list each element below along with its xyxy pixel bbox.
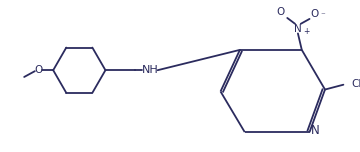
- Text: NH: NH: [141, 65, 158, 75]
- Text: N: N: [294, 24, 302, 34]
- Text: O: O: [310, 9, 319, 19]
- Text: Cl: Cl: [351, 79, 360, 89]
- Text: ⁻: ⁻: [320, 12, 325, 21]
- Text: O: O: [35, 65, 43, 75]
- Text: O: O: [276, 7, 285, 17]
- Text: +: +: [303, 27, 309, 36]
- Text: N: N: [311, 124, 320, 137]
